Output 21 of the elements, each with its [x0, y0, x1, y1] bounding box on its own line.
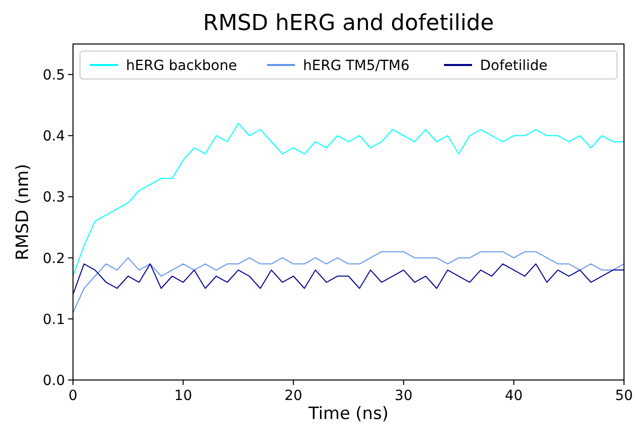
legend-label: hERG backbone: [126, 58, 237, 74]
chart-title: RMSD hERG and dofetilide: [203, 11, 494, 36]
x-tick-label: 30: [394, 388, 413, 404]
y-tick-label: 0.5: [42, 68, 65, 84]
y-tick-label: 0.0: [42, 373, 65, 389]
y-tick-label: 0.3: [42, 190, 65, 206]
line-series: [72, 251, 624, 314]
legend-label: Dofetilide: [480, 58, 548, 74]
x-tick-label: 10: [174, 388, 192, 404]
x-tick-label: 50: [615, 388, 633, 404]
x-tick-label: 0: [68, 388, 78, 404]
y-tick-label: 0.4: [42, 128, 66, 145]
y-axis-title: RMSD (nm): [13, 164, 33, 260]
x-tick-label: 20: [284, 388, 302, 404]
legend-label: hERG TM5/TM6: [303, 58, 410, 74]
x-axis-title: Time (ns): [308, 404, 388, 424]
y-tick-label: 0.2: [42, 250, 65, 267]
line-series: [72, 122, 624, 277]
x-tick-label: 40: [504, 388, 523, 404]
y-tick-label: 0.1: [42, 312, 65, 328]
line-series: [72, 263, 624, 295]
